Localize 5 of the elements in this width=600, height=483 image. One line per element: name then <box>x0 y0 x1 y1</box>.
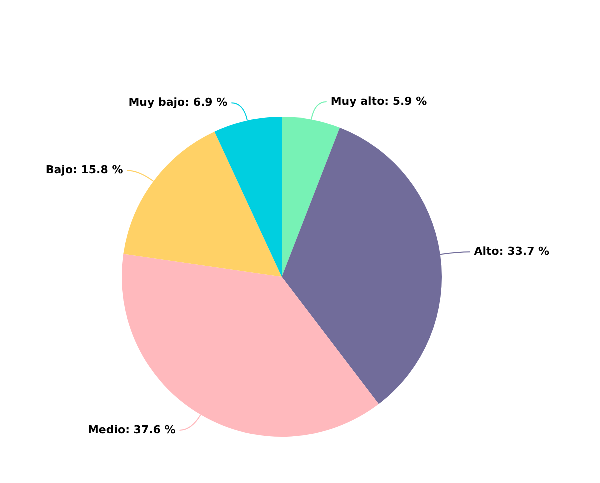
slice-label: Muy alto: 5.9 % <box>330 94 428 108</box>
slice-label: Alto: 33.7 % <box>474 245 550 258</box>
slice-label: Medio: 37.6 % <box>88 423 176 436</box>
slice-label: Bajo: 15.8 % <box>46 164 124 177</box>
slice-label: Muy bajo: 6.9 % <box>128 96 228 110</box>
